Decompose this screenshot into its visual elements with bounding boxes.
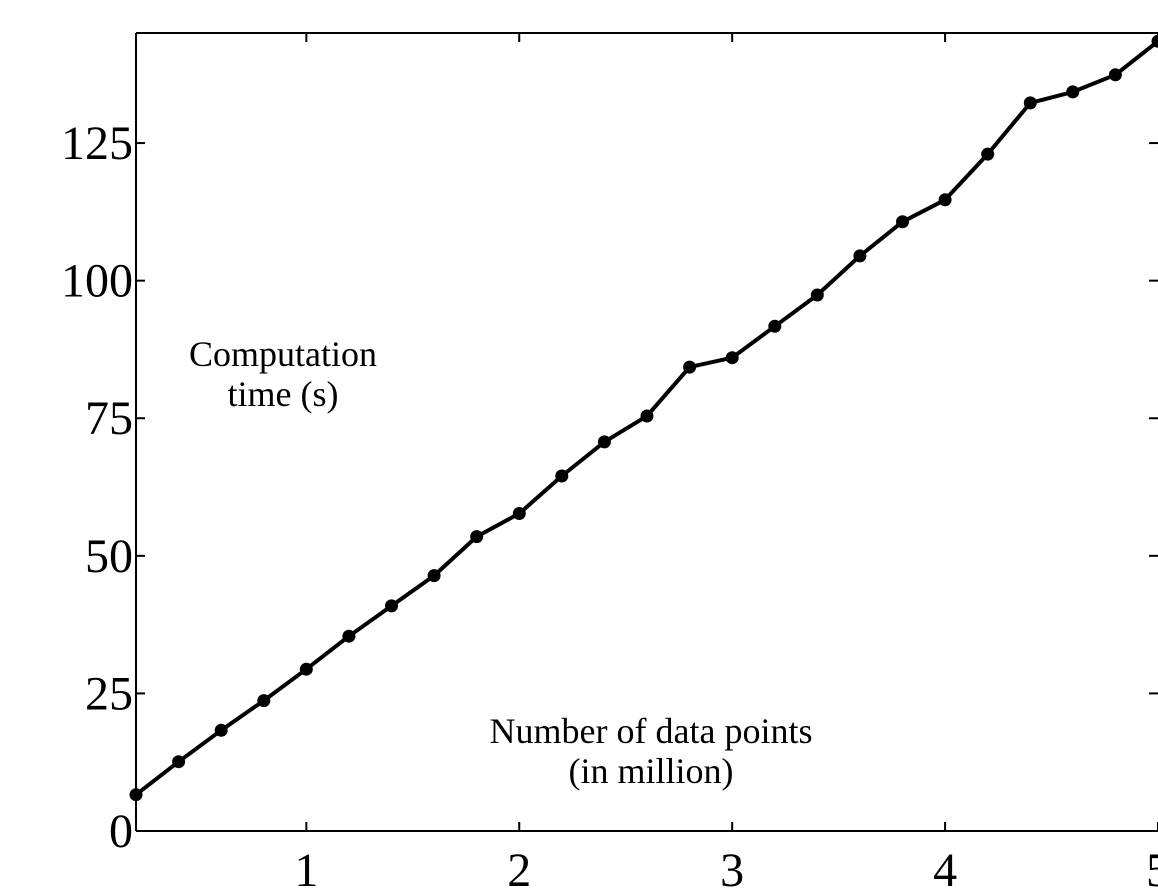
data-point bbox=[342, 629, 356, 643]
data-points bbox=[129, 34, 1158, 802]
data-point bbox=[470, 530, 484, 544]
data-point bbox=[896, 215, 909, 229]
x-annotation: Number of data points (in million) bbox=[490, 711, 813, 791]
data-point bbox=[214, 723, 228, 737]
data-point bbox=[299, 662, 313, 676]
x-tick-label: 5 bbox=[1146, 844, 1158, 891]
x-annotation-line: (in million) bbox=[569, 751, 734, 791]
data-point bbox=[725, 351, 739, 365]
data-point bbox=[427, 569, 441, 583]
data-point bbox=[981, 147, 995, 161]
y-annotation-line: time (s) bbox=[228, 374, 339, 414]
y-annotation: Computation time (s) bbox=[189, 334, 377, 414]
data-point bbox=[129, 788, 143, 802]
data-point bbox=[385, 599, 398, 613]
data-point bbox=[1023, 96, 1037, 110]
y-annotation-line: Computation bbox=[189, 334, 377, 374]
y-tick-label: 25 bbox=[85, 667, 133, 720]
y-tick-label: 100 bbox=[61, 255, 133, 308]
y-tick-label: 0 bbox=[109, 805, 133, 858]
data-point bbox=[853, 249, 867, 263]
data-point bbox=[257, 694, 271, 708]
data-point bbox=[768, 319, 782, 333]
x-tick-label: 3 bbox=[720, 844, 744, 891]
x-annotation-line: Number of data points bbox=[490, 711, 813, 751]
y-tick-label: 125 bbox=[61, 117, 133, 170]
data-point bbox=[597, 435, 611, 449]
data-point bbox=[1108, 68, 1122, 82]
data-point bbox=[1066, 85, 1080, 99]
data-point bbox=[172, 755, 186, 769]
y-tick-label: 75 bbox=[85, 392, 133, 445]
data-point bbox=[810, 288, 824, 302]
tick-marks bbox=[136, 33, 1158, 832]
tick-labels: 0 25 50 75 100 125 1 2 3 4 5 bbox=[61, 117, 1158, 891]
data-point bbox=[555, 469, 569, 483]
x-tick-label: 4 bbox=[933, 844, 957, 891]
x-tick-label: 2 bbox=[507, 844, 531, 891]
y-tick-label: 50 bbox=[85, 530, 133, 583]
data-point bbox=[512, 507, 526, 520]
x-tick-label: 1 bbox=[294, 844, 318, 891]
data-point bbox=[1151, 34, 1158, 48]
data-point bbox=[683, 360, 697, 374]
data-point bbox=[640, 409, 654, 423]
data-point bbox=[938, 193, 952, 207]
annotations: Computation time (s) Number of data points… bbox=[189, 334, 812, 791]
